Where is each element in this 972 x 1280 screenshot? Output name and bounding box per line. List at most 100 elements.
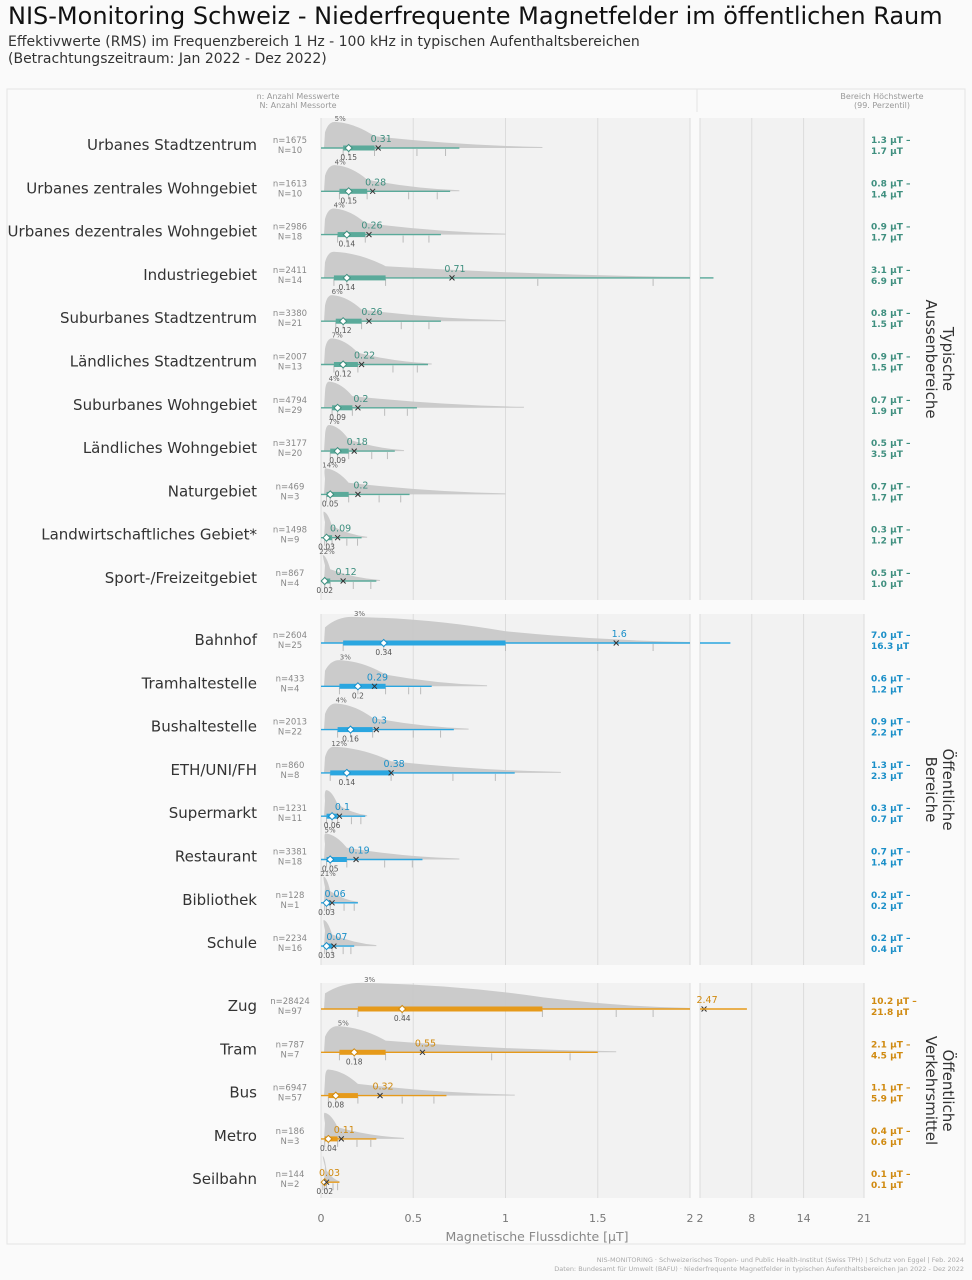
median-marker xyxy=(342,768,352,778)
row-count-n: n=4794 xyxy=(273,396,307,406)
row-count-n: n=1498 xyxy=(273,526,307,536)
mean-label: 0.38 xyxy=(384,759,405,770)
row-count-n: n=2986 xyxy=(273,223,307,233)
row-count-N: N=2 xyxy=(281,1180,300,1190)
p99-range-low: 0.2 µT – xyxy=(871,891,911,901)
iqr-bar xyxy=(339,1049,386,1055)
density-ridge xyxy=(322,554,381,581)
mean-label: 0.32 xyxy=(372,1082,393,1093)
density-ridge xyxy=(324,121,543,148)
density-ridge xyxy=(323,919,377,947)
p99-range-high: 1.2 µT xyxy=(871,685,904,695)
density-ridge xyxy=(324,982,690,1009)
mean-label: 0.28 xyxy=(365,177,386,188)
p99-range-high: 2.2 µT xyxy=(871,729,904,739)
iqr-bar xyxy=(343,145,375,151)
peak-percent-label: 22% xyxy=(319,548,335,556)
row-count-n: n=6947 xyxy=(273,1084,307,1094)
p99-range-low: 3.1 µT – xyxy=(871,266,911,276)
p99-range-low: 0.9 µT – xyxy=(871,223,911,233)
p99-range-high: 1.4 µT xyxy=(871,190,904,200)
p99-range-low: 0.4 µT – xyxy=(871,1127,911,1137)
x-tick-label: 2 xyxy=(697,1212,704,1225)
peak-percent-label: 5% xyxy=(325,827,336,835)
row-count-N: N=3 xyxy=(281,1137,300,1147)
row-label: Bushaltestelle xyxy=(151,718,257,736)
median-label: 0.44 xyxy=(394,1014,411,1023)
row-label: Restaurant xyxy=(175,848,257,866)
peak-percent-label: 5% xyxy=(335,115,346,123)
iqr-bar xyxy=(339,683,386,689)
row-label: Urbanes Stadtzentrum xyxy=(87,136,257,154)
row-label: Bibliothek xyxy=(182,891,257,909)
median-label: 0.09 xyxy=(329,456,346,465)
row-label: Tram xyxy=(219,1040,257,1058)
peak-percent-label: 3% xyxy=(354,610,365,618)
iqr-bar xyxy=(357,1006,543,1012)
row-count-N: N=10 xyxy=(278,189,302,199)
row-count-N: N=8 xyxy=(281,771,300,781)
group-label-2: ÖffentlicheBereiche xyxy=(922,748,958,830)
p99-range-low: 0.7 µT – xyxy=(871,396,911,406)
row-count-n: n=3380 xyxy=(273,309,307,319)
median-label: 0.04 xyxy=(320,1144,337,1153)
row-label: Urbanes dezentrales Wohngebiet xyxy=(8,223,258,241)
density-ridge xyxy=(324,1112,405,1139)
median-marker xyxy=(353,682,363,691)
row-label: Metro xyxy=(214,1127,257,1145)
mean-marker xyxy=(366,231,372,238)
median-marker xyxy=(379,638,388,648)
density-ridge xyxy=(324,338,432,365)
mean-marker xyxy=(329,899,335,906)
density-ridge xyxy=(324,381,524,408)
peak-percent-label: 3% xyxy=(364,976,375,984)
p99-range-high: 1.7 µT xyxy=(871,234,904,244)
row-label: Industriegebiet xyxy=(143,266,257,284)
mean-marker xyxy=(371,683,378,690)
p99-range-high: 1.7 µT xyxy=(871,493,904,503)
median-label: 0.02 xyxy=(316,586,333,595)
median-marker xyxy=(397,1004,407,1014)
row-count-n: n=867 xyxy=(276,569,305,579)
range-header-line-2: (99. Perzentil) xyxy=(854,101,910,110)
peak-percent-label: 4% xyxy=(329,375,340,383)
panel-right-1 xyxy=(700,118,864,600)
mean-label: 0.06 xyxy=(324,889,345,900)
row-count-n: n=2013 xyxy=(273,718,307,728)
iqr-bar xyxy=(328,1093,358,1099)
density-ridge xyxy=(323,511,368,538)
median-marker xyxy=(344,143,353,153)
caption-line-2: Daten: Bundesamt für Umwelt (BAFU) · Nie… xyxy=(554,1265,964,1273)
p99-range-high: 0.1 µT xyxy=(871,1181,904,1191)
mean-label: 0.12 xyxy=(336,567,357,578)
iqr-bar xyxy=(339,188,368,194)
mean-label: 1.6 xyxy=(612,629,627,640)
row-count-n: n=2234 xyxy=(273,934,307,944)
chart-subtitle: Effektivwerte (RMS) im Frequenzbereich 1… xyxy=(8,34,640,68)
mean-marker xyxy=(340,578,346,584)
mean-label: 0.29 xyxy=(367,672,388,683)
iqr-bar xyxy=(332,405,353,411)
row-count-n: n=2411 xyxy=(273,266,307,276)
peak-percent-label: 4% xyxy=(334,202,345,210)
row-count-n: n=128 xyxy=(276,891,305,901)
row-count-N: N=9 xyxy=(281,536,300,546)
iqr-bar xyxy=(333,275,386,281)
p99-range-low: 1.1 µT – xyxy=(871,1084,911,1094)
row-count-N: N=4 xyxy=(281,684,300,694)
mean-marker xyxy=(351,448,358,454)
median-label: 0.15 xyxy=(340,153,357,162)
counts-header-line-2: N: Anzahl Messorte xyxy=(259,101,336,110)
p99-range-low: 0.2 µT – xyxy=(871,934,911,944)
median-marker xyxy=(333,446,342,456)
median-marker xyxy=(338,316,348,326)
row-count-N: N=16 xyxy=(278,944,302,954)
density-ridge xyxy=(324,424,405,452)
p99-range-high: 1.4 µT xyxy=(871,859,904,869)
density-ridge xyxy=(324,295,506,322)
median-label: 0.14 xyxy=(338,283,355,292)
mean-marker xyxy=(388,770,394,776)
row-count-N: N=10 xyxy=(278,146,302,156)
chart-title: NIS-Monitoring Schweiz - Niederfrequente… xyxy=(8,2,943,30)
